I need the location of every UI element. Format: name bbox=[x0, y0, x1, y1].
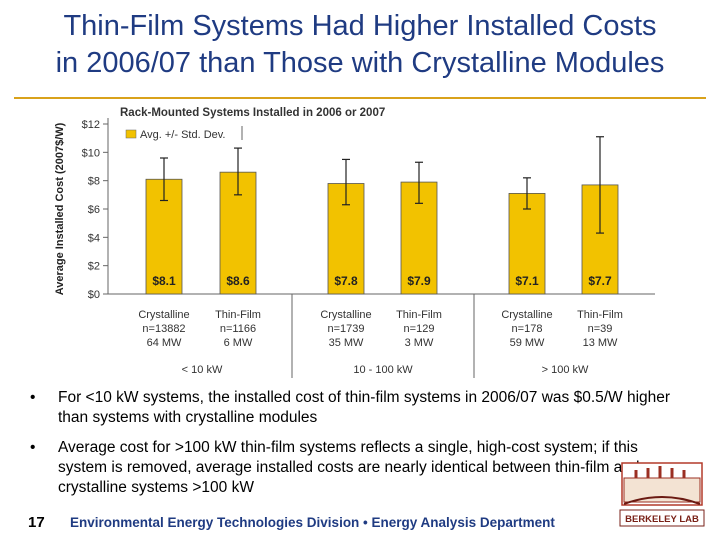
y-tick-label: $4 bbox=[88, 232, 100, 244]
x-capacity-label: 35 MW bbox=[329, 337, 364, 349]
data-label: $7.8 bbox=[334, 274, 358, 288]
x-count-label: n=129 bbox=[404, 323, 435, 335]
title-line-2: in 2006/07 than Those with Crystalline M… bbox=[55, 47, 665, 79]
y-axis-label: Average Installed Cost (2007$/W) bbox=[54, 122, 66, 295]
bullet-text: Average cost for >100 kW thin-film syste… bbox=[58, 439, 640, 496]
data-label: $8.1 bbox=[152, 274, 176, 288]
slide-title: Thin-Film Systems Had Higher Installed C… bbox=[0, 8, 720, 82]
x-count-label: n=39 bbox=[588, 323, 613, 335]
x-capacity-label: 64 MW bbox=[147, 337, 182, 349]
berkeley-lab-logo: BERKELEY LAB bbox=[619, 462, 705, 527]
y-tick-label: $2 bbox=[88, 261, 100, 273]
x-capacity-label: 13 MW bbox=[583, 337, 618, 349]
bar bbox=[327, 183, 365, 295]
bullet-item: • Average cost for >100 kW thin-film sys… bbox=[30, 438, 690, 498]
bar bbox=[508, 193, 546, 295]
x-category-label: Thin-Film bbox=[396, 309, 442, 321]
bar-chart: Average Installed Cost (2007$/W) $0 $2 $4 $6… bbox=[54, 107, 655, 378]
x-category-label: Thin-Film bbox=[215, 309, 261, 321]
y-tick-label: $10 bbox=[82, 147, 100, 159]
x-group-label: < 10 kW bbox=[182, 364, 223, 376]
footer: 17 Environmental Energy Technologies Div… bbox=[0, 510, 720, 538]
y-tick-label: $6 bbox=[88, 204, 100, 216]
x-capacity-label: 6 MW bbox=[224, 337, 253, 349]
x-count-label: n=13882 bbox=[142, 323, 185, 335]
chart-title: Rack-Mounted Systems Installed in 2006 o… bbox=[120, 107, 385, 119]
bullet-dot: • bbox=[30, 389, 36, 406]
title-line-1: Thin-Film Systems Had Higher Installed C… bbox=[63, 10, 657, 42]
bullet-dot: • bbox=[30, 439, 36, 456]
x-capacity-label: 3 MW bbox=[405, 337, 434, 349]
x-count-label: n=178 bbox=[512, 323, 543, 335]
page-number: 17 bbox=[28, 514, 45, 531]
bullet-item: • For <10 kW systems, the installed cost… bbox=[30, 388, 690, 428]
y-tick-label: $0 bbox=[88, 289, 100, 301]
y-tick-label: $12 bbox=[82, 119, 100, 131]
logo-text: BERKELEY LAB bbox=[625, 514, 699, 525]
x-category-label: Thin-Film bbox=[577, 309, 623, 321]
x-count-label: n=1739 bbox=[327, 323, 364, 335]
x-category-label: Crystalline bbox=[501, 309, 552, 321]
x-group-label: 10 - 100 kW bbox=[353, 364, 413, 376]
data-label: $7.1 bbox=[515, 274, 539, 288]
legend-label: Avg. +/- Std. Dev. bbox=[140, 129, 226, 141]
legend-swatch bbox=[125, 129, 137, 139]
x-group-label: > 100 kW bbox=[542, 364, 589, 376]
x-capacity-label: 59 MW bbox=[510, 337, 545, 349]
x-category-label: Crystalline bbox=[138, 309, 189, 321]
y-tick-label: $8 bbox=[88, 176, 100, 188]
x-count-label: n=1166 bbox=[220, 323, 256, 335]
data-label: $7.9 bbox=[407, 274, 431, 288]
bullet-text: For <10 kW systems, the installed cost o… bbox=[58, 389, 671, 426]
data-label: $8.6 bbox=[226, 274, 250, 288]
data-label: $7.7 bbox=[588, 274, 612, 288]
footer-text: Environmental Energy Technologies Divisi… bbox=[70, 515, 555, 530]
bullet-list: • For <10 kW systems, the installed cost… bbox=[30, 388, 690, 508]
bar bbox=[219, 171, 257, 295]
title-rule bbox=[14, 97, 706, 99]
x-category-label: Crystalline bbox=[320, 309, 371, 321]
